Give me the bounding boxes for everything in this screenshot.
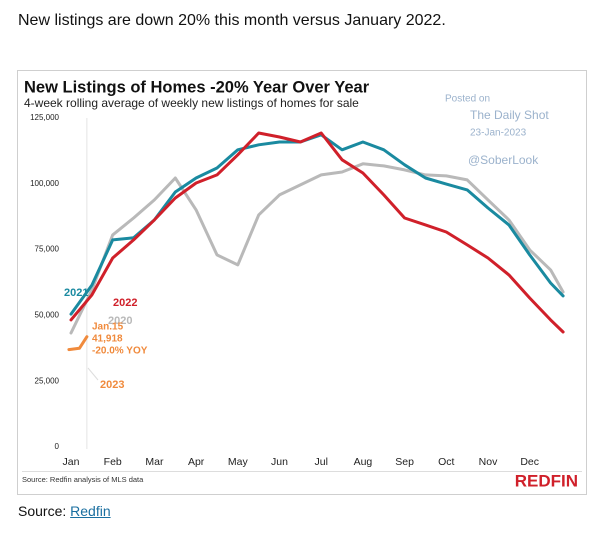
series-label: 2020 xyxy=(108,315,132,327)
y-tick-label: 50,000 xyxy=(35,311,60,320)
heading: New listings are down 20% this month ver… xyxy=(18,12,446,29)
y-tick-label: 125,000 xyxy=(30,113,59,122)
y-tick-label: 75,000 xyxy=(35,245,60,254)
value-label: 41,918 xyxy=(92,334,123,345)
chart-note: Source: Redfin analysis of MLS data xyxy=(22,475,144,484)
series-label: 2021 xyxy=(64,287,88,299)
logo: REDFIN xyxy=(515,471,578,490)
x-tick-label: Nov xyxy=(479,456,498,468)
annotation: Jan.15 xyxy=(92,322,124,333)
series-label: 2023 xyxy=(100,379,124,391)
watermark: The Daily Shot xyxy=(470,108,549,122)
x-tick-label: Mar xyxy=(145,456,164,468)
y-tick-label: 100,000 xyxy=(30,179,59,188)
leader-line xyxy=(87,367,99,381)
y-tick-label: 25,000 xyxy=(35,376,60,385)
x-tick-label: Dec xyxy=(520,456,539,468)
x-tick-label: May xyxy=(228,456,249,468)
x-tick-label: Apr xyxy=(188,456,205,468)
x-tick-label: Oct xyxy=(438,456,454,468)
y-tick-label: 0 xyxy=(55,442,60,451)
chart-subtitle: 4-week rolling average of weekly new lis… xyxy=(24,96,359,110)
x-tick-label: Sep xyxy=(395,456,414,468)
x-tick-label: Feb xyxy=(104,456,122,468)
chart-frame xyxy=(17,70,587,495)
series-label: 2022 xyxy=(113,297,137,309)
series-line xyxy=(69,162,565,335)
source-link[interactable]: Redfin xyxy=(70,503,111,519)
source-line: Source: Redfin xyxy=(18,503,111,519)
chart-title: New Listings of Homes -20% Year Over Yea… xyxy=(24,78,370,96)
x-tick-label: Aug xyxy=(354,456,373,468)
watermark: Posted on xyxy=(445,94,490,105)
x-tick-label: Jul xyxy=(314,456,327,468)
watermark: 23-Jan-2023 xyxy=(470,128,527,139)
series-line xyxy=(67,335,89,352)
x-tick-label: Jan xyxy=(63,456,80,468)
watermark: @SoberLook xyxy=(468,153,539,167)
series-line xyxy=(69,131,565,334)
x-tick-label: Jun xyxy=(271,456,288,468)
source-prefix: Source: xyxy=(18,503,67,519)
annotation: -20.0% YOY xyxy=(92,346,148,357)
